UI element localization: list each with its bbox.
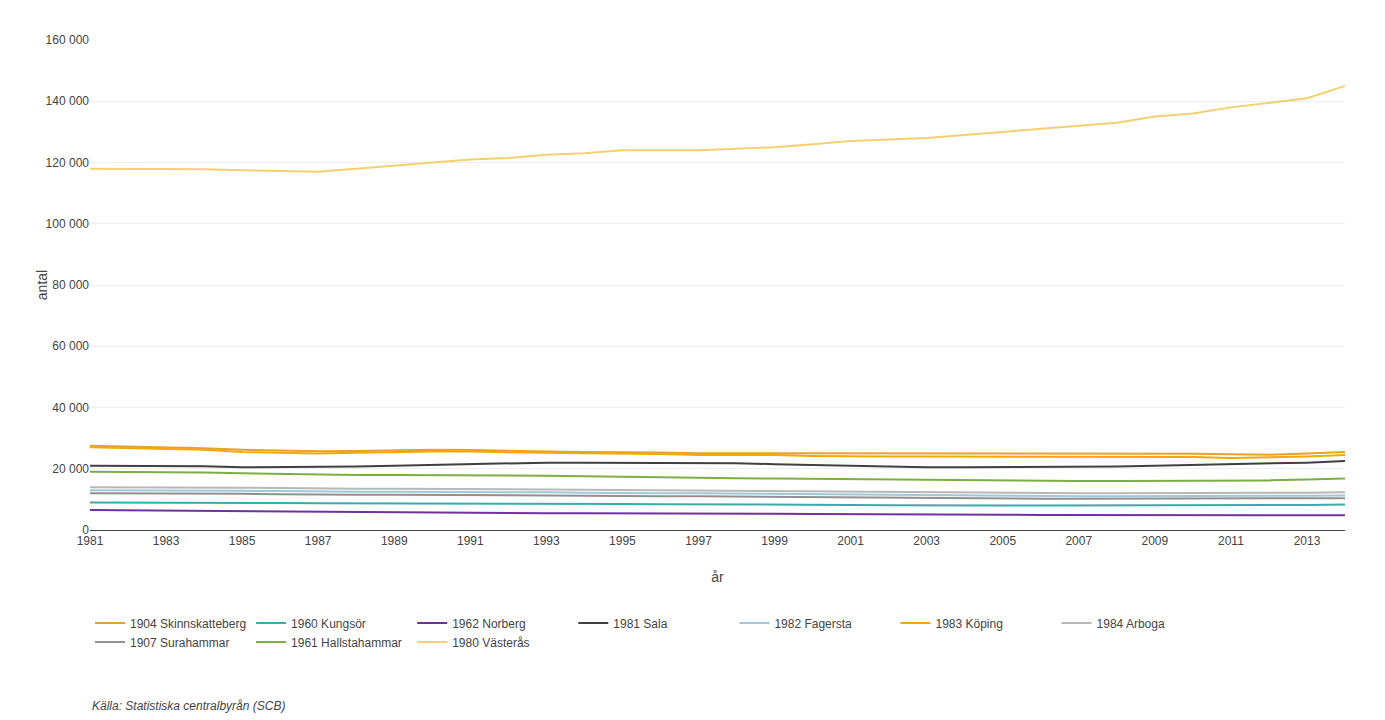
svg-text:1907 Surahammar: 1907 Surahammar — [130, 636, 229, 650]
svg-text:80 000: 80 000 — [52, 278, 89, 292]
svg-text:1980 Västerås: 1980 Västerås — [452, 636, 529, 650]
svg-text:1960 Kungsör: 1960 Kungsör — [291, 617, 366, 631]
svg-text:100 000: 100 000 — [46, 217, 90, 231]
svg-text:1984 Arboga: 1984 Arboga — [1097, 617, 1165, 631]
svg-text:2011: 2011 — [1218, 534, 1244, 548]
svg-text:1995: 1995 — [609, 534, 636, 548]
svg-text:20 000: 20 000 — [52, 462, 89, 476]
svg-text:år: år — [711, 569, 724, 585]
svg-text:1997: 1997 — [685, 534, 712, 548]
svg-text:120 000: 120 000 — [46, 156, 90, 170]
svg-text:Källa: Statistiska centralbyrå: Källa: Statistiska centralbyrån (SCB) — [92, 699, 285, 713]
svg-text:1962 Norberg: 1962 Norberg — [452, 617, 525, 631]
svg-text:1961 Hallstahammar: 1961 Hallstahammar — [291, 636, 402, 650]
svg-text:2003: 2003 — [913, 534, 940, 548]
svg-text:1983 Köping: 1983 Köping — [935, 617, 1002, 631]
svg-text:2005: 2005 — [989, 534, 1016, 548]
svg-text:2007: 2007 — [1065, 534, 1092, 548]
svg-text:2001: 2001 — [837, 534, 864, 548]
svg-text:2009: 2009 — [1141, 534, 1168, 548]
svg-text:1981 Sala: 1981 Sala — [613, 617, 667, 631]
svg-text:1991: 1991 — [457, 534, 484, 548]
svg-text:1987: 1987 — [305, 534, 332, 548]
svg-text:1985: 1985 — [229, 534, 256, 548]
svg-text:2013: 2013 — [1294, 534, 1321, 548]
svg-text:1989: 1989 — [381, 534, 408, 548]
svg-text:1982 Fagersta: 1982 Fagersta — [774, 617, 852, 631]
svg-text:140 000: 140 000 — [46, 94, 90, 108]
svg-text:1999: 1999 — [761, 534, 788, 548]
svg-text:1904 Skinnskatteberg: 1904 Skinnskatteberg — [130, 617, 246, 631]
svg-text:160 000: 160 000 — [46, 33, 90, 47]
svg-text:60 000: 60 000 — [52, 339, 89, 353]
svg-text:1981: 1981 — [77, 534, 104, 548]
svg-text:1983: 1983 — [153, 534, 180, 548]
svg-text:40 000: 40 000 — [52, 401, 89, 415]
svg-text:antal: antal — [34, 270, 50, 300]
svg-text:1993: 1993 — [533, 534, 560, 548]
svg-text:0: 0 — [82, 523, 89, 537]
